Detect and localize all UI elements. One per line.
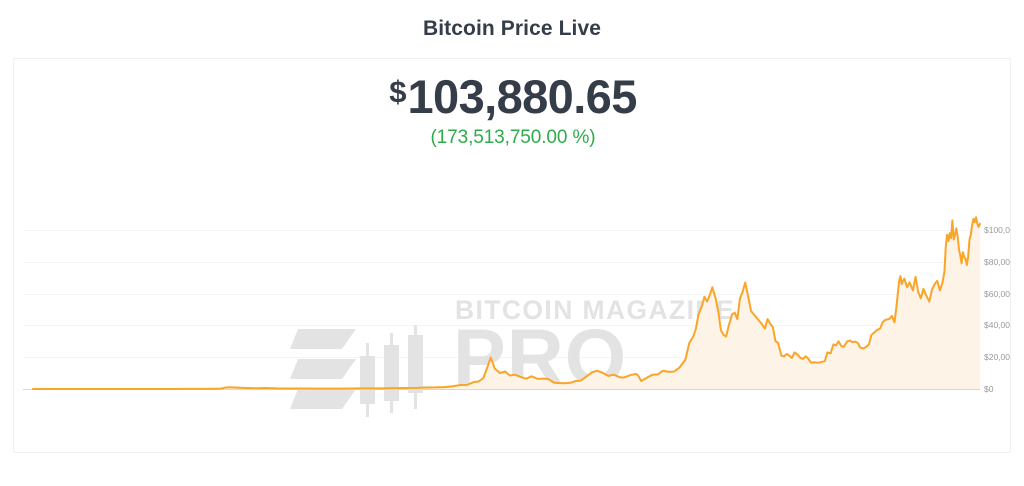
y-axis-label: $20,000 — [984, 352, 1010, 363]
price-summary: $ 103,880.65 (173,513,750.00 %) — [14, 70, 1010, 149]
price-area-fill — [33, 217, 980, 389]
y-axis-label: $80,000 — [984, 256, 1010, 267]
currency-symbol: $ — [389, 74, 407, 109]
y-axis-label: $0 — [984, 384, 994, 394]
y-axis-label: $40,000 — [984, 320, 1010, 331]
price-change-percent: (173,513,750.00 %) — [430, 127, 596, 148]
gridline — [23, 389, 980, 390]
page-title: Bitcoin Price Live — [422, 17, 602, 40]
y-axis-label: $100,000 — [984, 225, 1010, 235]
gridline — [23, 261, 980, 263]
gridline — [23, 325, 980, 327]
gridline — [23, 293, 980, 295]
plot-area: $0$20,000$40,000$60,000$80,000$100,000 2… — [23, 159, 1010, 452]
gridlines: $0 $20,000 $40,000 $60,000 $80,000 $100,000 — [23, 159, 1010, 452]
gridline — [23, 230, 980, 231]
price-series-chart — [32, 216, 981, 390]
price-row: $ 103,880.65 — [14, 70, 1010, 123]
gridline — [23, 357, 980, 359]
y-axis-label: $60,000 — [984, 288, 1010, 299]
chart-card: $ 103,880.65 (173,513,750.00 %) — [13, 58, 1011, 453]
price-value: 103,880.65 — [407, 70, 638, 123]
